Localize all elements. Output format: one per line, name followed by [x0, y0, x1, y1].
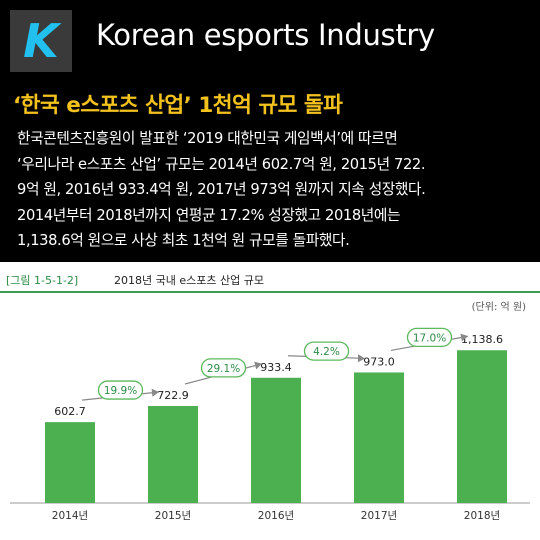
brand-title: Korean esports Industry — [96, 18, 435, 52]
figure-title: 2018년 국내 e스포츠 산업 규모 — [114, 274, 264, 287]
bar-2018년 — [457, 350, 507, 503]
bar-chart: 602.7 2014년 722.9 2015년 933.4 2016년 973.0 2017년… — [10, 327, 530, 522]
growth-badge — [200, 358, 247, 378]
category-label: 2014년 — [52, 510, 88, 522]
article-body: 한국콘텐츠진흥원이 발표한 ‘2019 대한민국 게임백서’에 따르면 ‘우리나… — [17, 130, 426, 249]
header-panel: K Korean esports Industry ‘한국 e스포츠 산업’ 1… — [0, 0, 540, 262]
category-label: 2018년 — [464, 510, 500, 522]
category-label: 2017년 — [361, 510, 397, 522]
bar-2017년 — [354, 372, 404, 503]
value-label: 602.7 — [54, 405, 86, 418]
bar-2016년 — [251, 377, 301, 503]
value-label: 1,138.6 — [461, 333, 503, 346]
arrowhead — [151, 388, 159, 397]
arrowhead — [460, 333, 468, 342]
bar-2015년 — [148, 406, 198, 503]
value-label: 973.0 — [363, 355, 395, 368]
growth-label: 17.0% — [413, 332, 446, 344]
growth-label: 4.2% — [313, 346, 340, 358]
growth-label: 19.9% — [104, 385, 137, 397]
logo-letter: K — [23, 14, 59, 68]
category-label: 2015년 — [155, 510, 191, 522]
unit-label: (단위: 억 원) — [471, 302, 526, 313]
value-label: 933.4 — [260, 361, 292, 374]
arrowhead — [357, 354, 365, 363]
figure-label: [그림 1-5-1-2] — [6, 274, 79, 287]
category-label: 2016년 — [258, 510, 294, 522]
growth-badge — [97, 380, 144, 400]
logo: K — [10, 10, 72, 72]
bar-2014년 — [45, 422, 95, 503]
arrowhead — [254, 361, 262, 370]
headline: ‘한국 e스포츠 산업’ 1천억 규모 돌파 — [13, 93, 343, 118]
growth-badge — [406, 327, 453, 347]
growth-label: 29.1% — [207, 363, 240, 375]
chart-panel: [그림 1-5-1-2] 2018년 국내 e스포츠 산업 규모 (단위: 억 … — [0, 262, 540, 540]
growth-badge — [303, 341, 350, 361]
value-label: 722.9 — [157, 389, 189, 402]
title-divider — [0, 291, 540, 293]
